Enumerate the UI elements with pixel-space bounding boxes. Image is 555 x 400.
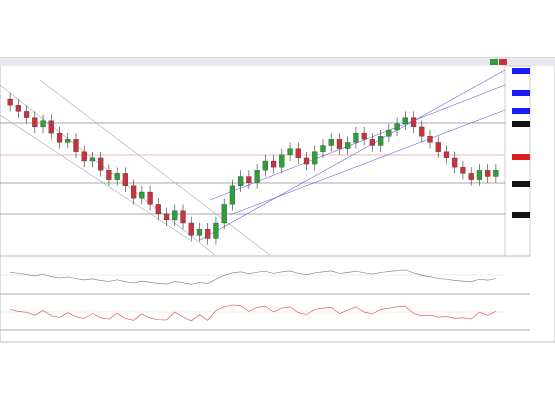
candle-body	[460, 167, 466, 174]
candle-body	[336, 139, 343, 149]
channel-line	[229, 109, 506, 216]
channel-line	[39, 79, 271, 256]
axis-marker	[512, 68, 530, 74]
candle-body	[427, 136, 433, 143]
candle-body	[196, 229, 203, 236]
candle-body	[40, 120, 46, 128]
candle-body	[147, 191, 153, 205]
candle-body	[221, 204, 227, 224]
candle-body	[485, 170, 491, 177]
candle-body	[328, 139, 334, 146]
candle-body	[122, 173, 129, 186]
candle-body	[394, 123, 400, 131]
candle-body	[89, 157, 96, 162]
candle-body	[452, 157, 458, 168]
toolbar	[0, 58, 555, 66]
candle-body	[130, 185, 137, 199]
candle-body	[213, 222, 219, 239]
candle-body	[279, 154, 285, 168]
toolbar-button[interactable]	[490, 59, 498, 65]
axis-marker	[512, 181, 530, 187]
axis-marker	[512, 121, 530, 127]
channel-line	[0, 84, 216, 256]
candle-body	[7, 98, 13, 106]
candle-body	[262, 160, 268, 171]
candle-body	[48, 120, 54, 134]
price-axis	[504, 65, 531, 257]
candle-body	[32, 117, 38, 128]
candle-body	[73, 139, 79, 152]
candle-body	[295, 148, 301, 159]
candle-body	[188, 222, 194, 236]
candle-body	[139, 191, 145, 199]
candle-body	[386, 129, 392, 137]
candle-body	[98, 157, 104, 171]
candle-body	[65, 139, 71, 143]
candle-body	[312, 151, 318, 165]
candle-body	[345, 142, 351, 149]
candle-body	[56, 132, 63, 143]
candle-body	[435, 142, 441, 152]
toolbar-button[interactable]	[499, 59, 507, 65]
axis-marker	[512, 108, 530, 114]
candle-body	[419, 126, 425, 137]
candle-body	[229, 185, 236, 205]
window-frame	[0, 57, 555, 343]
candle-body	[81, 151, 87, 162]
candle-body	[493, 170, 499, 177]
axis-marker	[512, 154, 530, 160]
candle-body	[361, 132, 367, 140]
candle-body	[377, 136, 384, 146]
candle-body	[23, 111, 30, 118]
candle-body	[369, 139, 376, 146]
candle-body	[468, 173, 474, 180]
candle-body	[106, 170, 112, 180]
candle-body	[180, 210, 186, 224]
candle-body	[443, 151, 450, 159]
candle-body	[287, 148, 293, 155]
candle-body	[402, 117, 408, 124]
candle-body	[270, 160, 277, 168]
plot	[7, 92, 499, 322]
axis-marker	[512, 212, 530, 218]
axis-marker	[512, 90, 530, 96]
indicator-line	[10, 269, 496, 285]
candle-body	[246, 176, 252, 183]
candle-body	[15, 105, 21, 112]
indicator-line	[10, 304, 497, 322]
candle-body	[410, 117, 417, 128]
candle-body	[205, 229, 211, 239]
candle-body	[172, 210, 178, 221]
candle-body	[114, 173, 120, 180]
candle-body	[303, 157, 310, 165]
candle-body	[254, 170, 260, 183]
candle-body	[163, 213, 170, 221]
candle-body	[238, 176, 244, 186]
candle-body	[476, 170, 483, 180]
candle-body	[320, 145, 326, 152]
channel-line	[199, 69, 506, 241]
candle-body	[155, 204, 161, 214]
candle-body	[353, 132, 359, 143]
